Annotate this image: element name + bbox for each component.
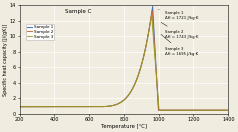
Text: Sample C: Sample C xyxy=(65,9,91,14)
Text: Sample 3
ΔH = 1695 J/kg·K: Sample 3 ΔH = 1695 J/kg·K xyxy=(161,34,198,56)
Y-axis label: Specific heat capacity [J/(gK)]: Specific heat capacity [J/(gK)] xyxy=(4,23,9,96)
Text: Sample 1
ΔH = 1721 J/kg·K: Sample 1 ΔH = 1721 J/kg·K xyxy=(159,9,198,20)
X-axis label: Temperature [°C]: Temperature [°C] xyxy=(101,124,147,129)
Text: Sample 2
ΔH = 1743 J/kg·K: Sample 2 ΔH = 1743 J/kg·K xyxy=(161,22,198,39)
Legend: Sample 1, Sample 2, Sample 3: Sample 1, Sample 2, Sample 3 xyxy=(26,24,54,40)
